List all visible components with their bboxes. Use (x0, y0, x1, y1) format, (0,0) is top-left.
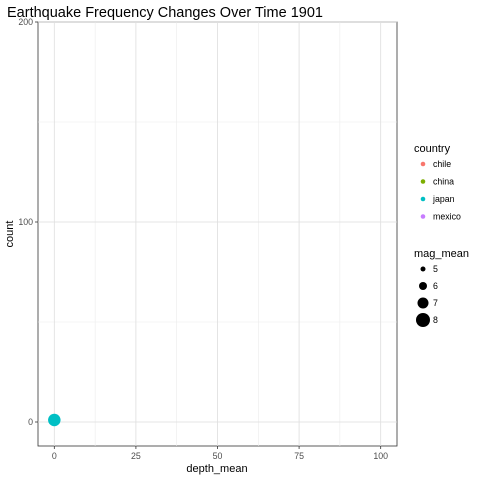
y-tick-label: 200 (18, 17, 33, 27)
size-key-7 (417, 297, 429, 309)
y-tick-label: 100 (18, 217, 33, 227)
legend-key-japan (420, 196, 426, 202)
legend-label-chile: chile (433, 159, 451, 169)
x-tick-label: 100 (373, 451, 388, 461)
size-key-5 (420, 266, 426, 272)
data-points (48, 413, 61, 427)
data-point-japan (48, 413, 61, 427)
y-axis-title: count (4, 221, 16, 248)
size-label-5: 5 (433, 264, 438, 274)
x-tick-label: 0 (52, 451, 57, 461)
color-legend-title: country (414, 143, 451, 155)
y-tick-label: 0 (28, 417, 33, 427)
size-label-7: 7 (433, 298, 438, 308)
x-tick-label: 75 (294, 451, 304, 461)
size-key-8 (416, 313, 430, 327)
x-tick-label: 25 (131, 451, 141, 461)
color-legend: country chile china japan mexico (414, 143, 461, 222)
legend-key-chile (420, 161, 426, 167)
size-label-8: 8 (433, 315, 438, 325)
grid-major (38, 21, 397, 446)
x-axis: 0 25 50 75 100 (52, 446, 388, 461)
size-key-6 (419, 282, 427, 290)
legend-key-china (420, 179, 426, 184)
x-axis-title: depth_mean (186, 463, 247, 475)
size-legend-title: mag_mean (414, 248, 469, 260)
legend-label-mexico: mexico (433, 212, 461, 222)
legend-label-japan: japan (432, 194, 455, 204)
chart-title: Earthquake Frequency Changes Over Time 1… (7, 5, 323, 21)
legend-label-china: china (433, 177, 454, 187)
size-legend: mag_mean 5 6 7 8 (414, 248, 469, 327)
x-tick-label: 50 (213, 451, 223, 461)
legend-key-mexico (420, 214, 426, 219)
y-axis: 0 100 200 (18, 17, 38, 427)
size-label-6: 6 (433, 281, 438, 291)
